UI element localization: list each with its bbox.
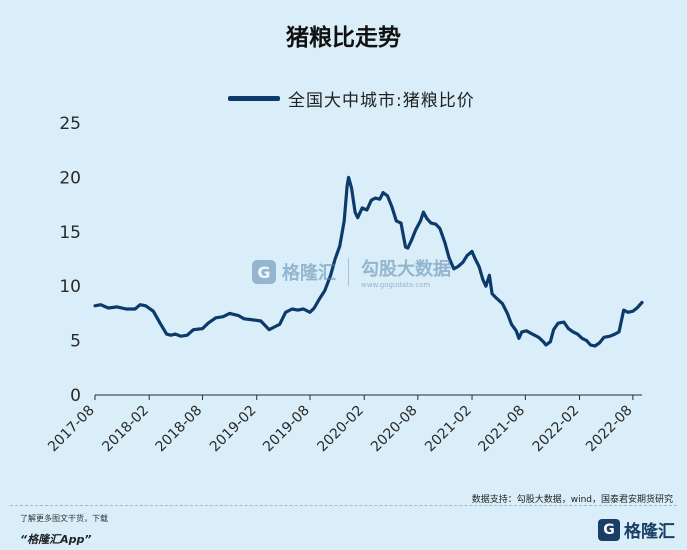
x-tick-label: 2020-08 <box>368 403 421 456</box>
x-tick-label: 2021-08 <box>476 403 529 456</box>
footer-logo-text: 格隆汇 <box>624 522 675 542</box>
x-tick-label: 2019-02 <box>207 403 260 456</box>
footer-app-name: “格隆汇App” <box>20 533 92 546</box>
watermark-logo-icon: G <box>252 260 276 284</box>
y-tick-label: 5 <box>70 332 81 352</box>
x-tick-label: 2022-02 <box>530 403 583 456</box>
legend-label: 全国大中城市:猪粮比价 <box>288 91 475 111</box>
footer-download-prompt: 了解更多图文干货，下载 <box>20 514 108 523</box>
x-tick-label: 2017-08 <box>45 403 98 456</box>
y-tick-label: 0 <box>70 386 81 406</box>
x-tick-label: 2021-02 <box>422 403 475 456</box>
footer-logo-icon: G <box>598 518 620 541</box>
y-tick-label: 20 <box>59 168 81 188</box>
footer-logo: G 格隆汇 <box>598 517 675 542</box>
data-source-note: 数据支持：勾股大数据，wind，国泰君安期货研究 <box>471 495 673 505</box>
watermark-brand: 格隆汇 <box>282 263 336 284</box>
watermark-separator <box>348 258 349 286</box>
watermark-right-sub: www.gogudata.com <box>361 281 431 289</box>
y-tick-label: 10 <box>59 277 81 297</box>
watermark-right: 勾股大数据 www.gogudata.com <box>361 255 451 289</box>
x-tick-label: 2019-08 <box>260 403 313 456</box>
x-tick-label: 2020-02 <box>314 403 367 456</box>
y-tick-label: 25 <box>59 114 81 134</box>
y-tick-label: 15 <box>59 223 81 243</box>
chart-title: 猪粮比走势 <box>286 25 401 51</box>
series-line <box>93 175 644 348</box>
watermark-right-main: 勾股大数据 <box>361 259 451 280</box>
footer-divider <box>10 505 677 506</box>
x-tick-label: 2018-02 <box>99 403 152 456</box>
legend-line-swatch <box>228 96 280 101</box>
x-tick-label: 2022-08 <box>583 403 636 456</box>
legend: 全国大中城市:猪粮比价 <box>228 86 475 111</box>
watermark: G 格隆汇 勾股大数据 www.gogudata.com <box>252 255 451 289</box>
x-tick-label: 2018-08 <box>153 403 206 456</box>
